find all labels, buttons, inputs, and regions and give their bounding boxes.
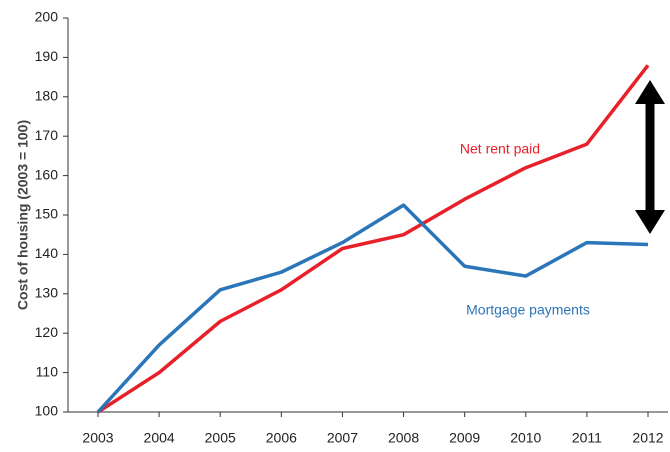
series-label: Net rent paid: [460, 141, 540, 157]
y-axis-label: Cost of housing (2003 = 100): [15, 120, 31, 310]
x-tick-label: 2005: [205, 430, 236, 446]
gap-arrow: [635, 80, 665, 234]
arrow-head: [635, 80, 665, 104]
series-label: Mortgage payments: [466, 302, 590, 318]
y-tick-label: 170: [35, 127, 59, 143]
y-tick-label: 150: [35, 206, 59, 222]
y-tick-label: 110: [36, 363, 59, 379]
y-tick-label: 140: [35, 245, 59, 261]
y-tick-label: 100: [35, 403, 59, 419]
y-tick-label: 160: [35, 166, 59, 182]
x-tick-label: 2003: [82, 430, 113, 446]
x-tick-label: 2009: [449, 430, 480, 446]
series-line: [96, 203, 649, 414]
arrow-head: [635, 210, 665, 234]
x-tick-label: 2004: [144, 430, 175, 446]
x-tick-label: 2006: [266, 430, 297, 446]
y-tick-label: 200: [35, 9, 59, 25]
series-line: [97, 64, 650, 414]
x-tick-label: 2010: [510, 430, 541, 446]
y-tick-label: 180: [35, 88, 59, 104]
y-tick-label: 130: [35, 285, 59, 301]
x-tick-label: 2012: [632, 430, 663, 446]
x-tick-label: 2011: [572, 430, 602, 446]
y-tick-label: 120: [35, 324, 59, 340]
x-tick-label: 2007: [327, 430, 358, 446]
y-tick-label: 190: [35, 48, 59, 64]
x-tick-label: 2008: [388, 430, 419, 446]
